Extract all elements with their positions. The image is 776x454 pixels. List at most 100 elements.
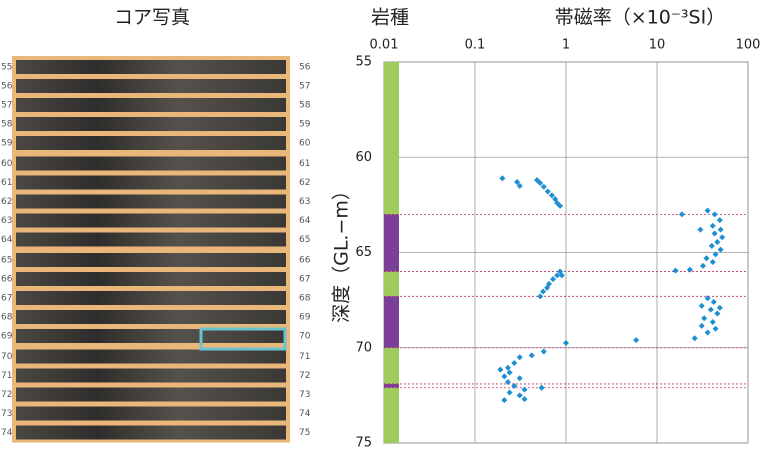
data-point [714,310,721,317]
row-depth-from: 55 [1,63,12,73]
row-depth-to: 68 [299,294,311,304]
data-point [557,202,564,209]
row-depth-from: 67 [1,294,12,304]
data-point [528,352,535,359]
data-point [711,230,718,237]
x-tick-label: 1 [562,38,570,53]
row-depth-from: 60 [1,159,13,169]
data-point [558,272,565,279]
data-point [691,335,698,342]
y-axis-label: 深度（GL.−m） [331,181,353,323]
row-depth-to: 73 [299,390,310,400]
core-row [16,425,286,440]
row-depth-to: 64 [299,216,311,226]
plot: 0.01 0.1 1 10 100 55 60 65 70 75 [355,38,760,451]
row-depth-from: 58 [1,120,13,130]
x-tick-label: 0.01 [370,38,399,53]
data-point [672,267,679,274]
data-point [709,259,716,266]
core-row [16,291,286,305]
row-depth-to: 70 [299,332,311,342]
row-depth-from: 70 [1,352,13,362]
lithology-segment [384,214,399,272]
y-tick-label: 65 [355,245,372,260]
data-point [633,337,640,344]
data-point [697,226,704,233]
data-point [501,397,508,404]
data-point [521,386,528,393]
data-point [714,239,721,246]
data-point [538,384,545,391]
core-row [16,272,286,286]
data-point [563,339,569,346]
data-point [540,348,547,355]
row-depth-from: 62 [1,197,12,207]
data-point [704,295,711,302]
row-depth-from: 65 [1,256,12,266]
lithology-segment [384,62,399,215]
core-row [16,117,286,131]
data-point [540,288,547,295]
row-depth-from: 69 [1,332,13,342]
data-point [548,192,555,199]
data-point [540,183,547,190]
data-point [709,319,716,326]
core-row [16,136,286,150]
lithology-segment [384,296,399,348]
highlight-box [199,327,287,351]
x-tick-label: 100 [736,38,761,53]
data-point [703,255,710,262]
data-point [712,325,719,332]
row-depth-to: 67 [299,275,310,285]
x-tick-label: 10 [649,38,666,53]
data-point [516,354,523,361]
chart-title: 帯磁率（×10⁻³SI） [555,7,725,29]
row-depth-to: 58 [299,101,311,111]
data-point [544,188,551,195]
x-tick-label: 0.1 [465,38,486,53]
data-point [701,315,708,322]
row-depth-to: 60 [299,139,311,149]
data-point [707,306,714,313]
data-point [499,175,506,182]
row-depth-to: 66 [299,256,311,266]
row-depth-to: 75 [299,428,310,438]
row-depth-to: 74 [299,409,311,419]
row-depth-from: 57 [1,101,12,111]
data-point [678,211,685,218]
data-point [516,392,523,399]
row-depth-to: 71 [299,352,310,362]
data-point [710,299,717,306]
data-point [711,211,718,218]
data-point [704,329,711,336]
row-depth-to: 65 [299,235,310,245]
data-point [516,182,523,189]
row-depth-to: 72 [299,371,310,381]
row-depth-from: 66 [1,275,13,285]
data-point [704,207,711,214]
data-point [533,177,540,184]
row-depth-to: 63 [299,197,310,207]
row-depth-to: 59 [299,120,311,130]
core-row [16,310,286,324]
data-point [698,302,705,309]
y-tick-label: 55 [355,55,372,70]
row-depth-to: 62 [299,178,310,188]
data-point [537,293,544,300]
data-point [708,242,715,249]
data-point [716,217,723,224]
core-row [16,329,286,343]
lithology-segment [384,347,399,384]
core-row [16,387,286,402]
row-depth-from: 71 [1,371,12,381]
row-depth-to: 69 [299,313,311,323]
y-tick-label: 75 [355,436,372,451]
core-row [16,349,286,364]
lithology-segment [384,271,399,297]
data-point [511,359,518,366]
data-point [719,234,726,241]
data-point [537,179,544,186]
core-photo: 55 56 56 57 57 58 58 59 59 60 60 61 61 62 62 63 63 64 64 65… [1,56,311,443]
row-depth-from: 68 [1,313,13,323]
